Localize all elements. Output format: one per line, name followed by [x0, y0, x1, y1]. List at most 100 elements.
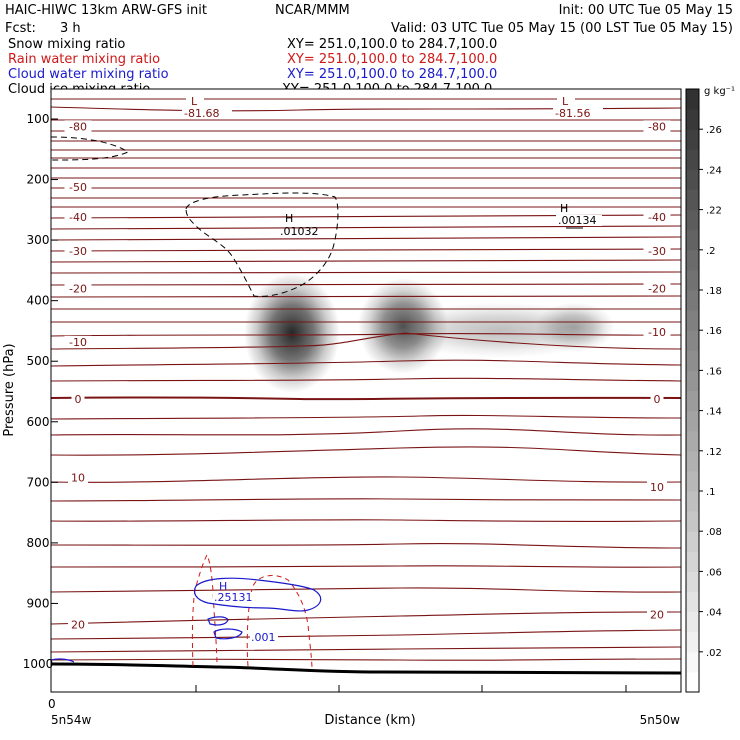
- isotherm-label-bg: [647, 481, 667, 494]
- model-title: HAIC-HIWC 13km ARW-GFS init: [5, 3, 207, 18]
- isotherm: [51, 658, 681, 661]
- cloud-ice-main: [185, 192, 339, 297]
- field-rain-name: Rain water mixing ratio: [8, 52, 160, 67]
- colorbar-swatch: [686, 531, 699, 552]
- cloud-ice-top-left: [51, 136, 130, 161]
- init-time: Init: 00 UTC Tue 05 May 15: [559, 3, 733, 18]
- colorbar-swatch: [686, 410, 699, 432]
- colorbar-swatch: [686, 571, 699, 592]
- isotherm-label: -10: [69, 336, 87, 349]
- field-cloudwater-name: Cloud water mixing ratio: [8, 67, 169, 82]
- colorbar-swatch: [686, 310, 699, 331]
- colorbar-swatch: [686, 611, 699, 633]
- isotherm-label-bg: [64, 282, 92, 295]
- field-cloudwater-xy: XY= 251.0,100.0 to 284.7,100.0: [287, 67, 497, 82]
- colorbar-swatch: [686, 671, 699, 693]
- isotherm: [51, 106, 681, 112]
- low-mark: L: [191, 95, 198, 108]
- y-tick-label: 700: [27, 475, 50, 489]
- isotherm-label-bg: [643, 326, 671, 339]
- colorbar-swatch: [686, 591, 699, 613]
- isotherm-label-bg: [68, 471, 88, 484]
- isotherm-label: -30: [69, 245, 87, 258]
- isotherm: [51, 476, 681, 483]
- isotherm-label: 0: [654, 393, 661, 406]
- label-bg: [186, 95, 204, 107]
- field-snow-xy: XY= 251.0,100.0 to 284.7,100.0: [287, 37, 497, 52]
- label-bg: [182, 107, 232, 119]
- isotherm: [51, 259, 681, 263]
- colorbar-tick-label: .18: [706, 286, 722, 297]
- isotherm-label: -80: [69, 120, 87, 133]
- isotherm-label: 20: [650, 608, 664, 621]
- y-tick-label: 400: [27, 294, 50, 308]
- valid-time: Valid: 03 UTC Tue 05 May 15 (00 LST Tue …: [391, 21, 733, 36]
- isotherm-label: 10: [650, 481, 664, 494]
- high-value: .01032: [280, 225, 319, 238]
- isotherm-label-bg: [643, 245, 671, 258]
- colorbar-swatch: [686, 89, 699, 110]
- isotherm: [51, 629, 681, 640]
- isotherm-label-bg: [647, 608, 667, 621]
- colorbar-swatch: [686, 109, 699, 130]
- isotherm-label: -40: [648, 211, 666, 224]
- y-tick-label: 200: [27, 173, 50, 187]
- colorbar-swatch: [686, 169, 699, 190]
- isotherm-label-bg: [64, 180, 92, 193]
- y-tick-label: 100: [27, 112, 50, 126]
- x-axis: [195, 685, 627, 692]
- cloud-ice-contours: [51, 136, 583, 297]
- field-snow-name: Snow mixing ratio: [8, 37, 125, 52]
- x-end-label: 5n50w: [640, 713, 681, 727]
- isotherm: [51, 611, 681, 625]
- y-tick-label: 800: [27, 536, 50, 550]
- isotherm: [51, 446, 681, 456]
- org-label: NCAR/MMM: [275, 3, 350, 18]
- isotherm-label-bg: [643, 282, 671, 295]
- label-bg: [557, 95, 575, 107]
- isotherm: [51, 498, 681, 502]
- isotherm: [51, 271, 681, 274]
- colorbar-tick-label: .16: [706, 366, 722, 377]
- colorbar-swatch: [686, 450, 699, 472]
- isotherm: [51, 519, 681, 522]
- colorbar-tick-label: .02: [706, 648, 722, 659]
- colorbar-swatch: [686, 390, 699, 412]
- isotherm-label: 0: [75, 393, 82, 406]
- extrema-labels: L -81.68 L -81.56 H .01032 H .00134 H .2…: [182, 95, 603, 644]
- isotherm-label-bg: [650, 392, 664, 405]
- label-bg: [556, 215, 602, 226]
- isotherm-labels: -80 -80 -50 -40 -40 -30 -30 -20 -20 -10 -10 0 0 10 10 2…: [64, 120, 671, 632]
- isotherm-label: -50: [69, 181, 87, 194]
- colorbar-tick-label: .24: [706, 165, 722, 176]
- colorbar-swatch: [686, 229, 699, 251]
- isotherm-label: -10: [648, 326, 666, 339]
- colorbar-swatch: [686, 370, 699, 391]
- colorbar-swatch: [686, 511, 699, 532]
- high-mark: H: [285, 212, 293, 225]
- isotherm-label: -30: [648, 245, 666, 258]
- isotherm: [51, 377, 681, 382]
- isotherm: [51, 646, 681, 653]
- colorbar: .02 .04 .06 .08 .1 .12 .14 .16 .16 .18 .2 .22 .24 .26: [685, 88, 722, 693]
- isotherm: [51, 248, 681, 252]
- colorbar-swatch: [686, 249, 699, 271]
- colorbar-swatch: [686, 470, 699, 492]
- colorbar-tick-label: .2: [706, 246, 716, 257]
- colorbar-swatch: [686, 430, 699, 452]
- rain-contour-2: [246, 574, 313, 671]
- isotherm: [51, 236, 681, 241]
- isotherm-label: -20: [69, 283, 87, 296]
- cloud-water-contours: [51, 577, 322, 663]
- colorbar-swatch: [686, 189, 699, 211]
- isotherm-label: -80: [648, 120, 666, 133]
- high-value: .00134: [558, 214, 597, 227]
- y-axis-title: Pressure (hPa): [2, 343, 17, 436]
- colorbar-tick-label: .22: [706, 206, 722, 217]
- y-tick-label: 600: [27, 415, 50, 429]
- cloud-water-surface: [51, 658, 75, 663]
- x-start-label: 5n54w: [51, 713, 92, 727]
- cloud-water-small-1: [207, 616, 229, 626]
- isotherm-label: 20: [71, 619, 85, 632]
- snow-core-3: [535, 302, 615, 352]
